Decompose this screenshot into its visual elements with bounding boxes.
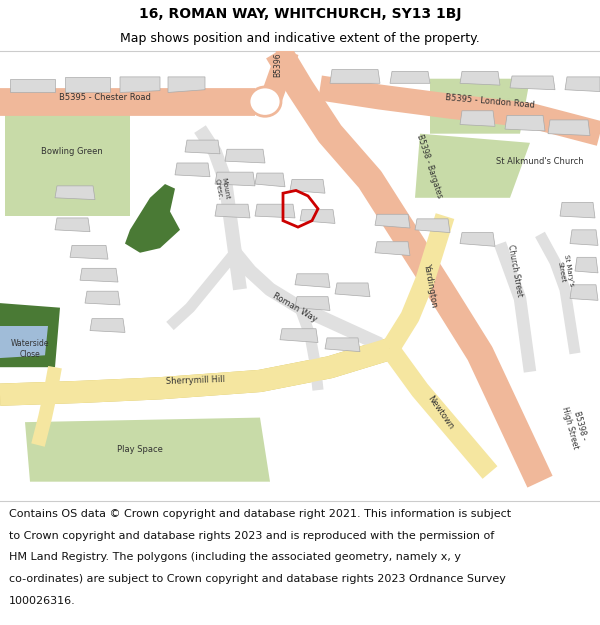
Polygon shape <box>80 268 118 282</box>
Text: 16, ROMAN WAY, WHITCHURCH, SY13 1BJ: 16, ROMAN WAY, WHITCHURCH, SY13 1BJ <box>139 8 461 21</box>
Text: co-ordinates) are subject to Crown copyright and database rights 2023 Ordnance S: co-ordinates) are subject to Crown copyr… <box>9 574 506 584</box>
Text: Contains OS data © Crown copyright and database right 2021. This information is : Contains OS data © Crown copyright and d… <box>9 509 511 519</box>
Polygon shape <box>5 106 130 216</box>
Polygon shape <box>335 283 370 297</box>
Text: Mount
Cresc.: Mount Cresc. <box>214 177 230 201</box>
Polygon shape <box>215 204 250 218</box>
Text: Newtown: Newtown <box>425 394 455 432</box>
Text: Church Street: Church Street <box>506 244 524 298</box>
Text: Bowling Green: Bowling Green <box>41 148 103 156</box>
Text: B5396: B5396 <box>274 52 283 78</box>
Text: B5398 - Bargates: B5398 - Bargates <box>415 132 445 199</box>
Polygon shape <box>565 77 600 91</box>
Polygon shape <box>415 134 530 198</box>
Polygon shape <box>570 230 598 246</box>
Polygon shape <box>375 214 410 228</box>
Polygon shape <box>120 77 160 92</box>
Text: HM Land Registry. The polygons (including the associated geometry, namely x, y: HM Land Registry. The polygons (includin… <box>9 552 461 562</box>
Text: B5395 - Chester Road: B5395 - Chester Road <box>59 92 151 101</box>
Polygon shape <box>548 120 590 136</box>
Text: St Mary's
Street: St Mary's Street <box>556 254 574 288</box>
Polygon shape <box>0 326 48 358</box>
Polygon shape <box>330 69 380 83</box>
Text: Play Space: Play Space <box>117 445 163 454</box>
Polygon shape <box>175 163 210 177</box>
Polygon shape <box>430 79 530 134</box>
Polygon shape <box>10 79 55 92</box>
Polygon shape <box>570 285 598 301</box>
Text: Waterside
Close: Waterside Close <box>11 339 49 359</box>
Text: B5398 -
High Street: B5398 - High Street <box>560 403 590 450</box>
Polygon shape <box>225 149 265 163</box>
Polygon shape <box>185 140 220 154</box>
Polygon shape <box>65 77 110 92</box>
Text: Map shows position and indicative extent of the property.: Map shows position and indicative extent… <box>120 32 480 45</box>
Text: Yardington: Yardington <box>422 262 439 308</box>
Polygon shape <box>510 76 555 90</box>
Polygon shape <box>505 116 545 131</box>
Text: to Crown copyright and database rights 2023 and is reproduced with the permissio: to Crown copyright and database rights 2… <box>9 531 494 541</box>
Polygon shape <box>85 291 120 305</box>
Text: Roman Way: Roman Way <box>271 291 319 324</box>
Polygon shape <box>375 242 410 256</box>
Polygon shape <box>460 111 495 126</box>
Polygon shape <box>168 77 205 92</box>
Polygon shape <box>25 418 270 482</box>
Polygon shape <box>255 204 295 218</box>
Polygon shape <box>90 319 125 332</box>
Text: B5395 - London Road: B5395 - London Road <box>445 93 535 110</box>
Polygon shape <box>55 218 90 232</box>
Polygon shape <box>255 173 285 187</box>
Polygon shape <box>215 172 255 186</box>
Circle shape <box>249 87 281 116</box>
Text: 100026316.: 100026316. <box>9 596 76 606</box>
Polygon shape <box>460 71 500 85</box>
Polygon shape <box>125 184 180 253</box>
Polygon shape <box>0 303 60 368</box>
Polygon shape <box>390 71 430 83</box>
Text: Sherrymill Hill: Sherrymill Hill <box>165 376 225 386</box>
Polygon shape <box>415 219 450 232</box>
Polygon shape <box>295 274 330 288</box>
Polygon shape <box>300 209 335 223</box>
Polygon shape <box>55 186 95 199</box>
Polygon shape <box>460 232 495 246</box>
Polygon shape <box>325 338 360 352</box>
Polygon shape <box>560 202 595 218</box>
Text: St Alkmund's Church: St Alkmund's Church <box>496 157 584 166</box>
Polygon shape <box>290 179 325 193</box>
Polygon shape <box>70 246 108 259</box>
Polygon shape <box>295 297 330 311</box>
Polygon shape <box>575 258 598 273</box>
Polygon shape <box>280 329 318 342</box>
